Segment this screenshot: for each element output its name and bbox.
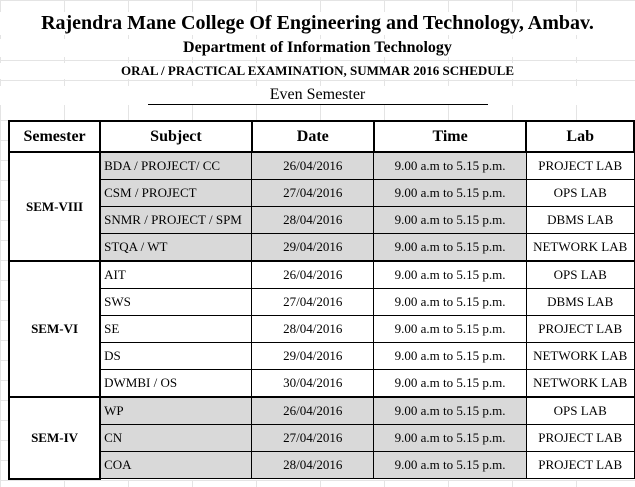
- date-cell: 27/04/2016: [251, 179, 375, 207]
- time-cell: 9.00 a.m to 5.15 p.m.: [373, 342, 527, 370]
- time-cell: 9.00 a.m to 5.15 p.m.: [373, 315, 527, 343]
- table-row: SEM-IV WP 26/04/2016 9.00 a.m to 5.15 p.m. O…: [7, 396, 635, 480]
- column-header-subject: Subject: [99, 120, 253, 153]
- lab-cell: NETWORK LAB: [525, 233, 635, 262]
- table-row: DS 29/04/2016 9.00 a.m to 5.15 p.m. NETWORK…: [9, 342, 635, 370]
- semester-cell: SEM-VI: [7, 260, 102, 398]
- table-row: DWMBI / OS 30/04/2016 9.00 a.m to 5.15 p.m…: [9, 369, 635, 398]
- date-cell: 26/04/2016: [251, 151, 375, 180]
- date-cell: 26/04/2016: [251, 260, 375, 289]
- column-header-date: Date: [250, 120, 375, 153]
- lab-cell: OPS LAB: [525, 179, 635, 207]
- subject-cell: WP: [99, 396, 253, 425]
- subject-cell: CN: [99, 424, 253, 452]
- time-cell: 9.00 a.m to 5.15 p.m.: [373, 206, 527, 234]
- table-row: SEM-VI AIT 26/04/2016 9.00 a.m to 5.15 p.m.…: [7, 260, 635, 398]
- column-header-lab: Lab: [525, 120, 635, 153]
- subject-cell: CSM / PROJECT: [99, 179, 253, 207]
- lab-cell: OPS LAB: [525, 260, 635, 289]
- date-cell: 26/04/2016: [251, 396, 375, 425]
- table-row: STQA / WT 29/04/2016 9.00 a.m to 5.15 p.m.…: [9, 233, 635, 262]
- exam-title: ORAL / PRACTICAL EXAMINATION, SUMMAR 201…: [0, 63, 635, 79]
- semester-type-heading: Even Semester: [0, 86, 635, 105]
- lab-cell: PROJECT LAB: [525, 315, 635, 343]
- lab-cell: NETWORK LAB: [525, 342, 635, 370]
- subject-cell: AIT: [99, 260, 253, 289]
- semester-cell: SEM-IV: [7, 396, 102, 480]
- time-cell: 9.00 a.m to 5.15 p.m.: [373, 260, 527, 289]
- table-header-row: Semester Subject Date Time Lab: [7, 120, 635, 153]
- date-cell: 30/04/2016: [251, 369, 375, 398]
- date-cell: 29/04/2016: [251, 233, 375, 262]
- time-cell: 9.00 a.m to 5.15 p.m.: [373, 451, 527, 479]
- subject-cell: SNMR / PROJECT / SPM: [99, 206, 253, 234]
- table-row: SEM-VIII BDA / PROJECT/ CC 26/04/2016 9.00 …: [7, 151, 635, 262]
- time-cell: 9.00 a.m to 5.15 p.m.: [373, 179, 527, 207]
- lab-cell: DBMS LAB: [525, 288, 635, 316]
- subject-cell: DWMBI / OS: [99, 369, 253, 398]
- lab-cell: OPS LAB: [525, 396, 635, 425]
- subject-cell: DS: [99, 342, 253, 370]
- time-cell: 9.00 a.m to 5.15 p.m.: [373, 233, 527, 262]
- date-cell: 29/04/2016: [251, 342, 375, 370]
- time-cell: 9.00 a.m to 5.15 p.m.: [373, 424, 527, 452]
- department-title: Department of Information Technology: [0, 39, 635, 57]
- lab-cell: PROJECT LAB: [525, 424, 635, 452]
- semester-cell: SEM-VIII: [7, 151, 102, 262]
- subject-cell: SE: [99, 315, 253, 343]
- subject-cell: COA: [99, 451, 253, 479]
- schedule-body: SEM-VIII BDA / PROJECT/ CC 26/04/2016 9.00 …: [7, 151, 635, 480]
- table-row: SWS 27/04/2016 9.00 a.m to 5.15 p.m. DBMS L…: [9, 288, 635, 316]
- date-cell: 28/04/2016: [251, 451, 375, 479]
- subject-cell: BDA / PROJECT/ CC: [99, 151, 253, 180]
- table-row: CN 27/04/2016 9.00 a.m to 5.15 p.m. PROJECT…: [9, 424, 635, 452]
- time-cell: 9.00 a.m to 5.15 p.m.: [373, 396, 527, 425]
- time-cell: 9.00 a.m to 5.15 p.m.: [373, 369, 527, 398]
- college-title: Rajendra Mane College Of Engineering and…: [0, 12, 635, 35]
- time-cell: 9.00 a.m to 5.15 p.m.: [373, 151, 527, 180]
- date-cell: 27/04/2016: [251, 288, 375, 316]
- date-cell: 28/04/2016: [251, 315, 375, 343]
- table-row: CSM / PROJECT 27/04/2016 9.00 a.m to 5.15 …: [9, 179, 635, 207]
- column-header-semester: Semester: [7, 120, 102, 153]
- schedule-table: Semester Subject Date Time Lab SEM-VIII B…: [7, 120, 635, 480]
- lab-cell: PROJECT LAB: [525, 451, 635, 479]
- lab-cell: DBMS LAB: [525, 206, 635, 234]
- subject-cell: STQA / WT: [99, 233, 253, 262]
- date-cell: 27/04/2016: [251, 424, 375, 452]
- lab-cell: NETWORK LAB: [525, 369, 635, 398]
- lab-cell: PROJECT LAB: [525, 151, 635, 180]
- column-header-time: Time: [372, 120, 528, 153]
- table-row: COA 28/04/2016 9.00 a.m to 5.15 p.m. PROJEC…: [9, 451, 635, 479]
- time-cell: 9.00 a.m to 5.15 p.m.: [373, 288, 527, 316]
- table-row: SE 28/04/2016 9.00 a.m to 5.15 p.m. PROJECT…: [9, 315, 635, 343]
- table-row: SNMR / PROJECT / SPM 28/04/2016 9.00 a.m t…: [9, 206, 635, 234]
- semester-type-label: Even Semester: [147, 86, 488, 105]
- date-cell: 28/04/2016: [251, 206, 375, 234]
- subject-cell: SWS: [99, 288, 253, 316]
